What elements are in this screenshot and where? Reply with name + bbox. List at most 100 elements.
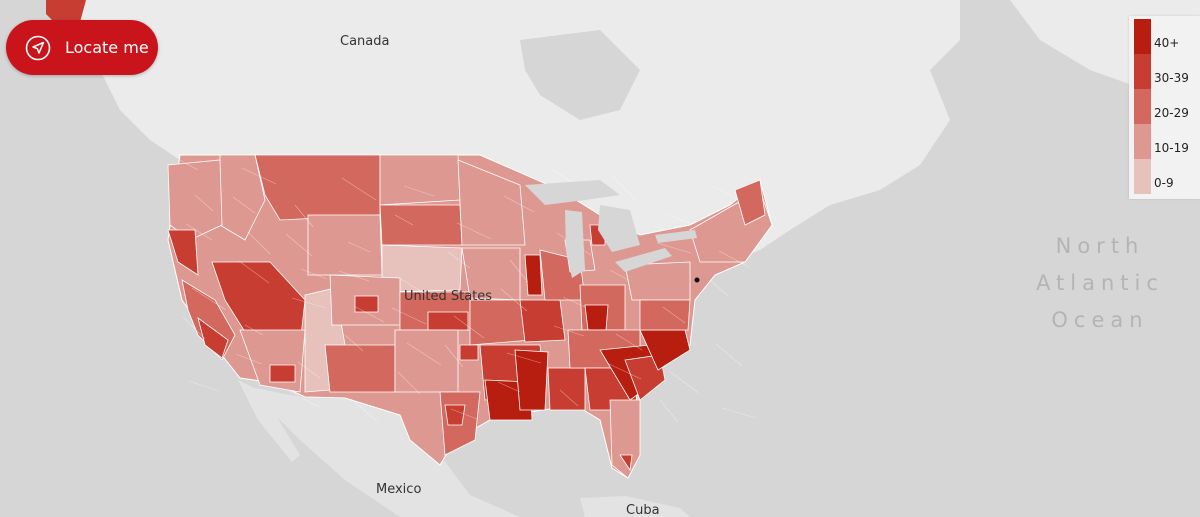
district-border-line [509, 259, 529, 283]
county-region[interactable] [354, 295, 379, 313]
county-region[interactable] [639, 299, 691, 331]
district-border-line [721, 407, 757, 419]
district-border-line [609, 269, 629, 281]
district-border-line [344, 334, 364, 352]
district-border-line [391, 307, 427, 325]
district-borders [179, 159, 757, 423]
united-states-label: United States [404, 289, 493, 304]
district-border-line [712, 186, 736, 198]
district-border-line [562, 296, 586, 308]
district-border-line [347, 241, 371, 253]
county-region[interactable] [524, 254, 543, 296]
district-border-line [656, 242, 692, 254]
district-border-line [194, 194, 214, 212]
county-region[interactable] [619, 454, 633, 472]
city-marker [694, 277, 700, 283]
county-region[interactable] [307, 214, 383, 276]
district-border-line [553, 325, 585, 337]
county-region[interactable] [379, 204, 463, 246]
district-border-line [291, 297, 327, 309]
district-border-line [238, 260, 270, 284]
district-border-line [294, 204, 314, 228]
district-border-line [191, 287, 227, 311]
district-border-line [606, 362, 642, 380]
locate-me-label: Locate me [65, 38, 149, 57]
district-border-line [718, 250, 750, 268]
legend-swatch-30-39 [1134, 54, 1151, 89]
legend-label-20-29: 20-29 [1154, 106, 1189, 120]
county-region[interactable] [734, 179, 766, 226]
county-region[interactable] [167, 159, 223, 241]
county-region[interactable] [381, 244, 463, 293]
cuba-label: Cuba [626, 503, 660, 517]
county-region[interactable] [444, 404, 466, 426]
district-border-line [400, 278, 428, 296]
legend-label-10-19: 10-19 [1154, 141, 1189, 155]
lake-superior [525, 180, 620, 205]
district-border-line [182, 316, 206, 340]
mexico-landmass [240, 385, 520, 517]
legend-label-0-9: 0-9 [1154, 176, 1174, 190]
district-border-line [300, 268, 328, 280]
district-border-line [288, 390, 320, 408]
county-region[interactable] [584, 304, 609, 331]
district-border-line [297, 361, 321, 379]
district-border-line [241, 167, 277, 185]
baja-landmass [238, 380, 300, 462]
district-border-line [709, 279, 729, 297]
lake-erie [615, 248, 672, 272]
map-legend: 40+ 30-39 20-29 10-19 0-9 [1129, 16, 1200, 199]
district-border-line [559, 389, 579, 407]
district-border-line [338, 270, 370, 282]
county-region[interactable] [269, 364, 296, 383]
county-region[interactable] [514, 349, 549, 411]
county-region[interactable] [624, 354, 666, 401]
district-border-line [394, 214, 414, 226]
district-border-line [235, 353, 263, 365]
county-region[interactable] [547, 367, 586, 411]
county-region[interactable] [457, 159, 526, 246]
county-region[interactable] [254, 154, 381, 221]
district-border-line [497, 381, 521, 393]
county-region[interactable] [167, 229, 199, 276]
district-border-line [403, 185, 435, 197]
navigation-arrow-icon [25, 35, 51, 60]
lake-michigan [565, 210, 585, 278]
county-region[interactable] [379, 154, 461, 206]
district-border-line [179, 159, 199, 171]
district-border-line [406, 342, 442, 366]
canada-label: Canada [340, 34, 390, 49]
county-region[interactable] [427, 311, 469, 331]
district-border-line [444, 344, 464, 368]
county-regions [167, 154, 773, 479]
district-border-line [662, 306, 686, 324]
locate-me-button[interactable]: Locate me [6, 20, 158, 75]
district-border-line [665, 213, 693, 225]
district-border-line [397, 371, 421, 395]
district-border-line [450, 408, 478, 420]
district-border-line [232, 196, 256, 214]
district-border-line [285, 233, 313, 257]
district-border-line [456, 222, 492, 240]
legend-label-40-plus: 40+ [1154, 36, 1180, 50]
legend-swatch-20-29 [1134, 89, 1151, 124]
legend-swatch-40-plus [1134, 19, 1151, 54]
legend-label-30-39: 30-39 [1154, 71, 1189, 85]
county-region[interactable] [459, 344, 479, 361]
county-region[interactable] [394, 329, 459, 393]
district-border-line [503, 195, 535, 213]
district-border-line [612, 176, 636, 200]
district-border-line [185, 223, 213, 241]
district-border-line [247, 231, 271, 255]
county-region[interactable] [519, 299, 566, 343]
county-region[interactable] [609, 399, 641, 479]
district-border-line [615, 333, 643, 351]
district-border-line [500, 288, 528, 312]
district-border-line [659, 399, 679, 423]
county-region[interactable] [324, 344, 396, 393]
mexico-label: Mexico [376, 482, 422, 497]
district-border-line [453, 315, 485, 339]
county-region[interactable] [197, 317, 229, 359]
